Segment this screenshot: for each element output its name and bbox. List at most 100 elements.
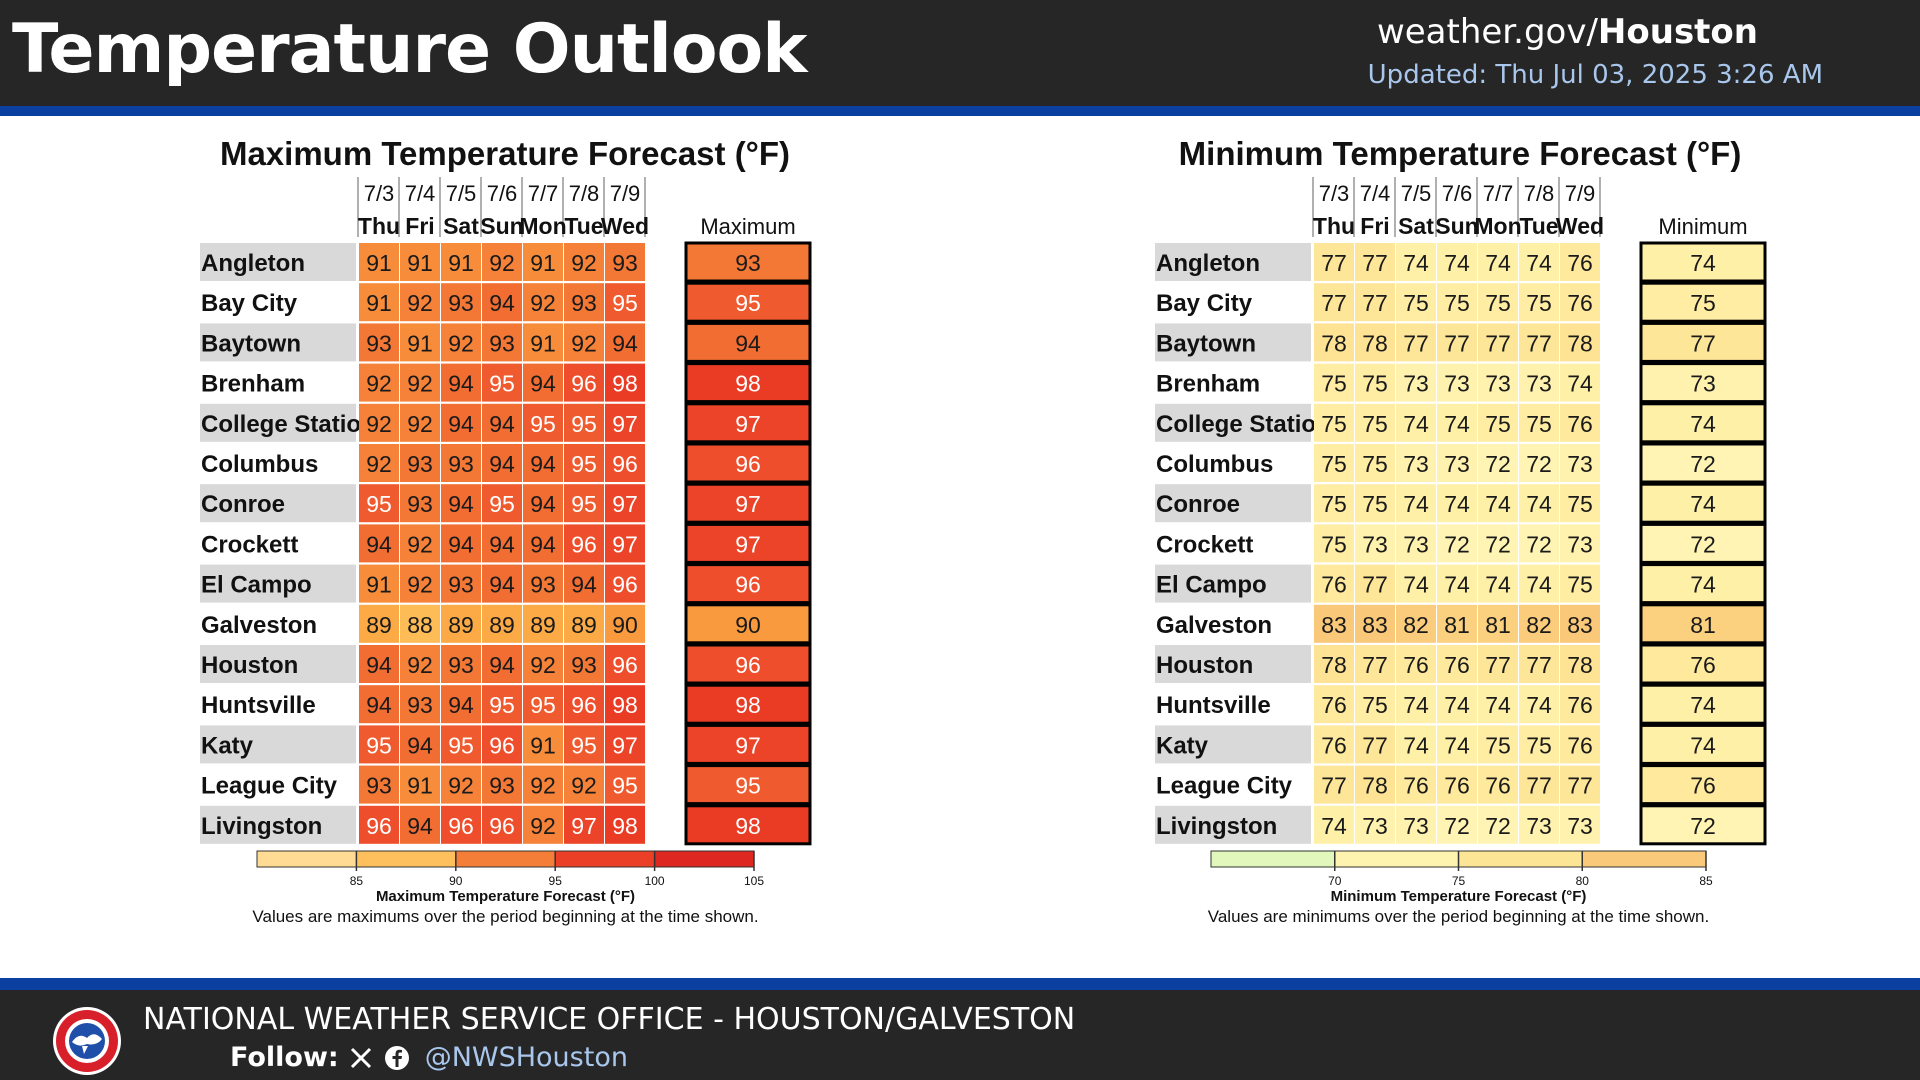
temperature-cell xyxy=(1437,363,1477,402)
temperature-value: 73 xyxy=(1362,531,1388,557)
temperature-cell xyxy=(441,403,481,442)
temperature-value: 78 xyxy=(1567,652,1593,678)
temperature-value: 94 xyxy=(612,330,638,356)
temperature-value: 89 xyxy=(530,612,556,638)
temperature-cell xyxy=(441,283,481,322)
temperature-cell xyxy=(1437,604,1477,643)
summary-value: 74 xyxy=(1690,491,1716,517)
temperature-cell xyxy=(1314,725,1354,764)
location-label: League City xyxy=(201,773,338,800)
temperature-cell xyxy=(441,524,481,563)
location-label: Huntsville xyxy=(1156,692,1271,719)
temperature-cell xyxy=(1396,564,1436,603)
facebook-icon[interactable] xyxy=(383,1044,411,1072)
temperature-cell xyxy=(1437,484,1477,523)
temperature-cell xyxy=(564,645,604,683)
temperature-cell xyxy=(1478,645,1518,683)
temperature-cell xyxy=(1519,243,1559,281)
temperature-cell xyxy=(1396,323,1436,362)
colorbar-note: Values are maximums over the period begi… xyxy=(252,907,758,926)
temperature-cell xyxy=(564,524,604,563)
colorbar-segment xyxy=(1211,851,1335,867)
chart-title: Minimum Temperature Forecast (°F) xyxy=(1179,135,1742,172)
temperature-cell xyxy=(523,725,563,764)
summary-cell xyxy=(684,321,812,363)
temperature-cell xyxy=(564,323,604,362)
summary-cell xyxy=(1639,563,1767,605)
temperature-value: 94 xyxy=(530,371,556,397)
follow-label: Follow: xyxy=(230,1042,339,1073)
temperature-value: 83 xyxy=(1362,612,1388,638)
temperature-value: 74 xyxy=(1526,572,1552,598)
site-office: Houston xyxy=(1597,12,1758,52)
row-label-background xyxy=(200,283,356,322)
temperature-cell xyxy=(605,765,645,804)
temperature-cell xyxy=(1437,444,1477,482)
temperature-cell xyxy=(400,805,440,844)
temperature-value: 74 xyxy=(1403,692,1429,718)
temperature-cell xyxy=(564,725,604,764)
temperature-value: 78 xyxy=(1321,652,1347,678)
temperature-cell xyxy=(1519,524,1559,563)
temperature-value: 76 xyxy=(1567,290,1593,316)
temperature-cell xyxy=(605,283,645,322)
location-label: Conroe xyxy=(201,491,285,518)
temperature-value: 93 xyxy=(448,572,474,598)
colorbar-label: Maximum Temperature Forecast (°F) xyxy=(376,888,635,905)
temperature-cell xyxy=(523,403,563,442)
social-handle[interactable]: @NWSHouston xyxy=(424,1042,628,1073)
row-label-background xyxy=(200,524,356,563)
temperature-cell xyxy=(605,685,645,724)
site-link[interactable]: weather.gov/Houston xyxy=(1377,12,1758,52)
day-tick-label: Thu xyxy=(1313,213,1355,239)
temperature-cell xyxy=(359,524,399,563)
temperature-cell xyxy=(523,564,563,603)
temperature-cell xyxy=(482,484,522,523)
temperature-cell xyxy=(523,805,563,844)
temperature-cell xyxy=(523,604,563,643)
row-label-background xyxy=(1155,805,1311,844)
location-label: Crockett xyxy=(1156,531,1253,558)
temperature-cell xyxy=(605,524,645,563)
temperature-cell xyxy=(482,725,522,764)
temperature-value: 77 xyxy=(1321,250,1347,276)
day-tick-label: Fri xyxy=(1360,213,1389,239)
summary-value: 75 xyxy=(1690,290,1716,316)
summary-value: 74 xyxy=(1690,692,1716,718)
row-label-background xyxy=(200,604,356,643)
summary-cell xyxy=(1639,482,1767,524)
summary-value: 90 xyxy=(735,612,761,638)
temperature-value: 75 xyxy=(1362,491,1388,517)
temperature-value: 74 xyxy=(1444,732,1470,758)
temperature-value: 92 xyxy=(571,773,597,799)
temperature-cell xyxy=(1437,805,1477,844)
row-label-background xyxy=(1155,564,1311,603)
temperature-value: 76 xyxy=(1321,732,1347,758)
temperature-cell xyxy=(1314,524,1354,563)
temperature-value: 93 xyxy=(571,290,597,316)
temperature-cell xyxy=(400,484,440,523)
temperature-value: 77 xyxy=(1362,732,1388,758)
temperature-cell xyxy=(441,363,481,402)
min-temperature-chart: Minimum Temperature Forecast (°F)7/3Thu7… xyxy=(1155,135,1767,926)
temperature-value: 83 xyxy=(1321,612,1347,638)
temperature-cell xyxy=(441,484,481,523)
x-icon[interactable] xyxy=(347,1044,375,1072)
temperature-value: 77 xyxy=(1362,652,1388,678)
temperature-cell xyxy=(400,524,440,563)
colorbar-tick-label: 85 xyxy=(1699,874,1713,888)
temperature-value: 98 xyxy=(612,692,638,718)
temperature-value: 78 xyxy=(1362,773,1388,799)
temperature-cell xyxy=(1437,645,1477,683)
colorbar-tick-label: 80 xyxy=(1576,874,1590,888)
temperature-value: 91 xyxy=(407,773,433,799)
colorbar-segment xyxy=(1582,851,1706,867)
temperature-value: 74 xyxy=(1444,250,1470,276)
location-label: Livingston xyxy=(1156,813,1277,840)
temperature-cell xyxy=(400,283,440,322)
temperature-value: 90 xyxy=(612,612,638,638)
temperature-cell xyxy=(1396,444,1436,482)
date-tick-label: 7/8 xyxy=(1524,181,1555,206)
summary-value: 95 xyxy=(735,290,761,316)
temperature-cell xyxy=(523,363,563,402)
